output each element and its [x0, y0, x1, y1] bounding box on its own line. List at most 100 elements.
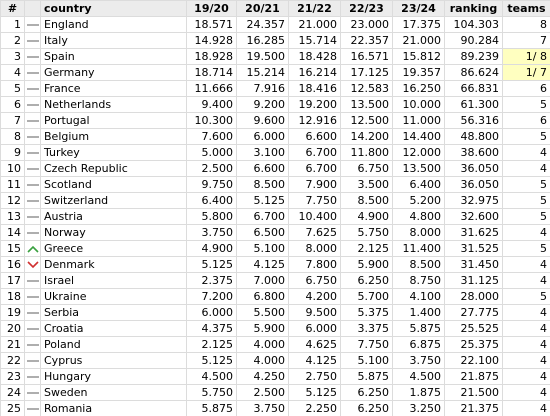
- season-cell: 6.000: [186, 304, 237, 321]
- season-cell: 3.500: [340, 176, 393, 193]
- teams-cell: 4: [502, 224, 550, 241]
- trend-icon: [26, 245, 39, 253]
- season-cell: 6.400: [392, 176, 445, 193]
- teams-cell: 4: [502, 144, 550, 161]
- season-cell: 16.285: [236, 32, 289, 49]
- country-cell: Germany: [40, 64, 187, 81]
- table-row: 17 Israel 2.375 7.000 6.750 6.250 8.750 31.125 4: [0, 272, 550, 289]
- season-cell: 7.750: [288, 192, 341, 209]
- season-cell: 16.571: [340, 48, 393, 65]
- season-cell: 15.714: [288, 32, 341, 49]
- season-cell: 2.125: [186, 336, 237, 353]
- trend-cell: [24, 304, 41, 321]
- country-cell: Croatia: [40, 320, 187, 337]
- trend-cell: [24, 32, 41, 49]
- header-cell: 21/22: [288, 0, 341, 17]
- country-cell: Denmark: [40, 256, 187, 273]
- season-cell: 4.800: [392, 208, 445, 225]
- season-cell: 19.357: [392, 64, 445, 81]
- ranking-cell: 36.050: [444, 176, 503, 193]
- table-row: 16 Denmark 5.125 4.125 7.800 5.900 8.500 31.450…: [0, 256, 550, 273]
- trend-icon: [26, 327, 39, 330]
- teams-cell: 8: [502, 16, 550, 33]
- season-cell: 4.625: [288, 336, 341, 353]
- ranking-cell: 25.525: [444, 320, 503, 337]
- season-cell: 2.375: [186, 272, 237, 289]
- trend-icon: [26, 23, 39, 26]
- table-row: 6 Netherlands 9.400 9.200 19.200 13.500 10.000…: [0, 96, 550, 113]
- trend-icon: [26, 39, 39, 42]
- country-cell: Portugal: [40, 112, 187, 129]
- teams-cell: 4: [502, 352, 550, 369]
- season-cell: 4.900: [186, 240, 237, 257]
- teams-cell: 5: [502, 176, 550, 193]
- season-cell: 5.125: [288, 384, 341, 401]
- teams-cell: 4: [502, 400, 550, 416]
- trend-icon: [26, 295, 39, 298]
- country-cell: Hungary: [40, 368, 187, 385]
- rank-cell: 11: [0, 176, 25, 193]
- season-cell: 9.500: [288, 304, 341, 321]
- table-row: 4 Germany 18.714 15.214 16.214 17.125 19.357 86…: [0, 64, 550, 81]
- header-cell: country: [40, 0, 187, 17]
- trend-cell: [24, 16, 41, 33]
- trend-cell: [24, 144, 41, 161]
- country-cell: Belgium: [40, 128, 187, 145]
- ranking-cell: 21.875: [444, 368, 503, 385]
- rank-cell: 8: [0, 128, 25, 145]
- ranking-cell: 31.450: [444, 256, 503, 273]
- season-cell: 11.000: [392, 112, 445, 129]
- season-cell: 1.875: [392, 384, 445, 401]
- table-row: 13 Austria 5.800 6.700 10.400 4.900 4.800 32.60…: [0, 208, 550, 225]
- trend-cell: [24, 160, 41, 177]
- rank-cell: 18: [0, 288, 25, 305]
- season-cell: 16.214: [288, 64, 341, 81]
- rank-cell: 17: [0, 272, 25, 289]
- trend-cell: [24, 208, 41, 225]
- table-row: 14 Norway 3.750 6.500 7.625 5.750 8.000 31.625 4: [0, 224, 550, 241]
- season-cell: 6.600: [236, 160, 289, 177]
- teams-cell: 7: [502, 32, 550, 49]
- season-cell: 6.000: [236, 128, 289, 145]
- country-cell: Switzerland: [40, 192, 187, 209]
- season-cell: 2.250: [288, 400, 341, 416]
- season-cell: 7.625: [288, 224, 341, 241]
- trend-cell: [24, 192, 41, 209]
- season-cell: 6.750: [288, 272, 341, 289]
- header-cell: 20/21: [236, 0, 289, 17]
- season-cell: 2.125: [340, 240, 393, 257]
- teams-cell: 5: [502, 96, 550, 113]
- ranking-cell: 66.831: [444, 80, 503, 97]
- teams-cell: 1/ 7: [502, 64, 550, 81]
- teams-cell: 4: [502, 272, 550, 289]
- rank-cell: 12: [0, 192, 25, 209]
- season-cell: 5.900: [340, 256, 393, 273]
- teams-cell: 4: [502, 256, 550, 273]
- trend-icon: [26, 260, 39, 268]
- rank-cell: 25: [0, 400, 25, 416]
- trend-cell: [24, 272, 41, 289]
- rank-cell: 7: [0, 112, 25, 129]
- season-cell: 9.400: [186, 96, 237, 113]
- rank-cell: 22: [0, 352, 25, 369]
- trend-cell: [24, 96, 41, 113]
- country-cell: Norway: [40, 224, 187, 241]
- teams-cell: 5: [502, 192, 550, 209]
- trend-icon: [26, 391, 39, 394]
- season-cell: 10.000: [392, 96, 445, 113]
- season-cell: 5.900: [236, 320, 289, 337]
- table-row: 3 Spain 18.928 19.500 18.428 16.571 15.812 89.2…: [0, 48, 550, 65]
- season-cell: 4.500: [186, 368, 237, 385]
- teams-cell: 5: [502, 288, 550, 305]
- country-cell: Netherlands: [40, 96, 187, 113]
- season-cell: 5.750: [186, 384, 237, 401]
- ranking-cell: 32.600: [444, 208, 503, 225]
- rank-cell: 4: [0, 64, 25, 81]
- season-cell: 5.000: [186, 144, 237, 161]
- rank-cell: 1: [0, 16, 25, 33]
- trend-cell: [24, 400, 41, 416]
- table-row: 12 Switzerland 6.400 5.125 7.750 8.500 5.200 32…: [0, 192, 550, 209]
- season-cell: 6.700: [236, 208, 289, 225]
- ranking-cell: 90.284: [444, 32, 503, 49]
- season-cell: 16.250: [392, 80, 445, 97]
